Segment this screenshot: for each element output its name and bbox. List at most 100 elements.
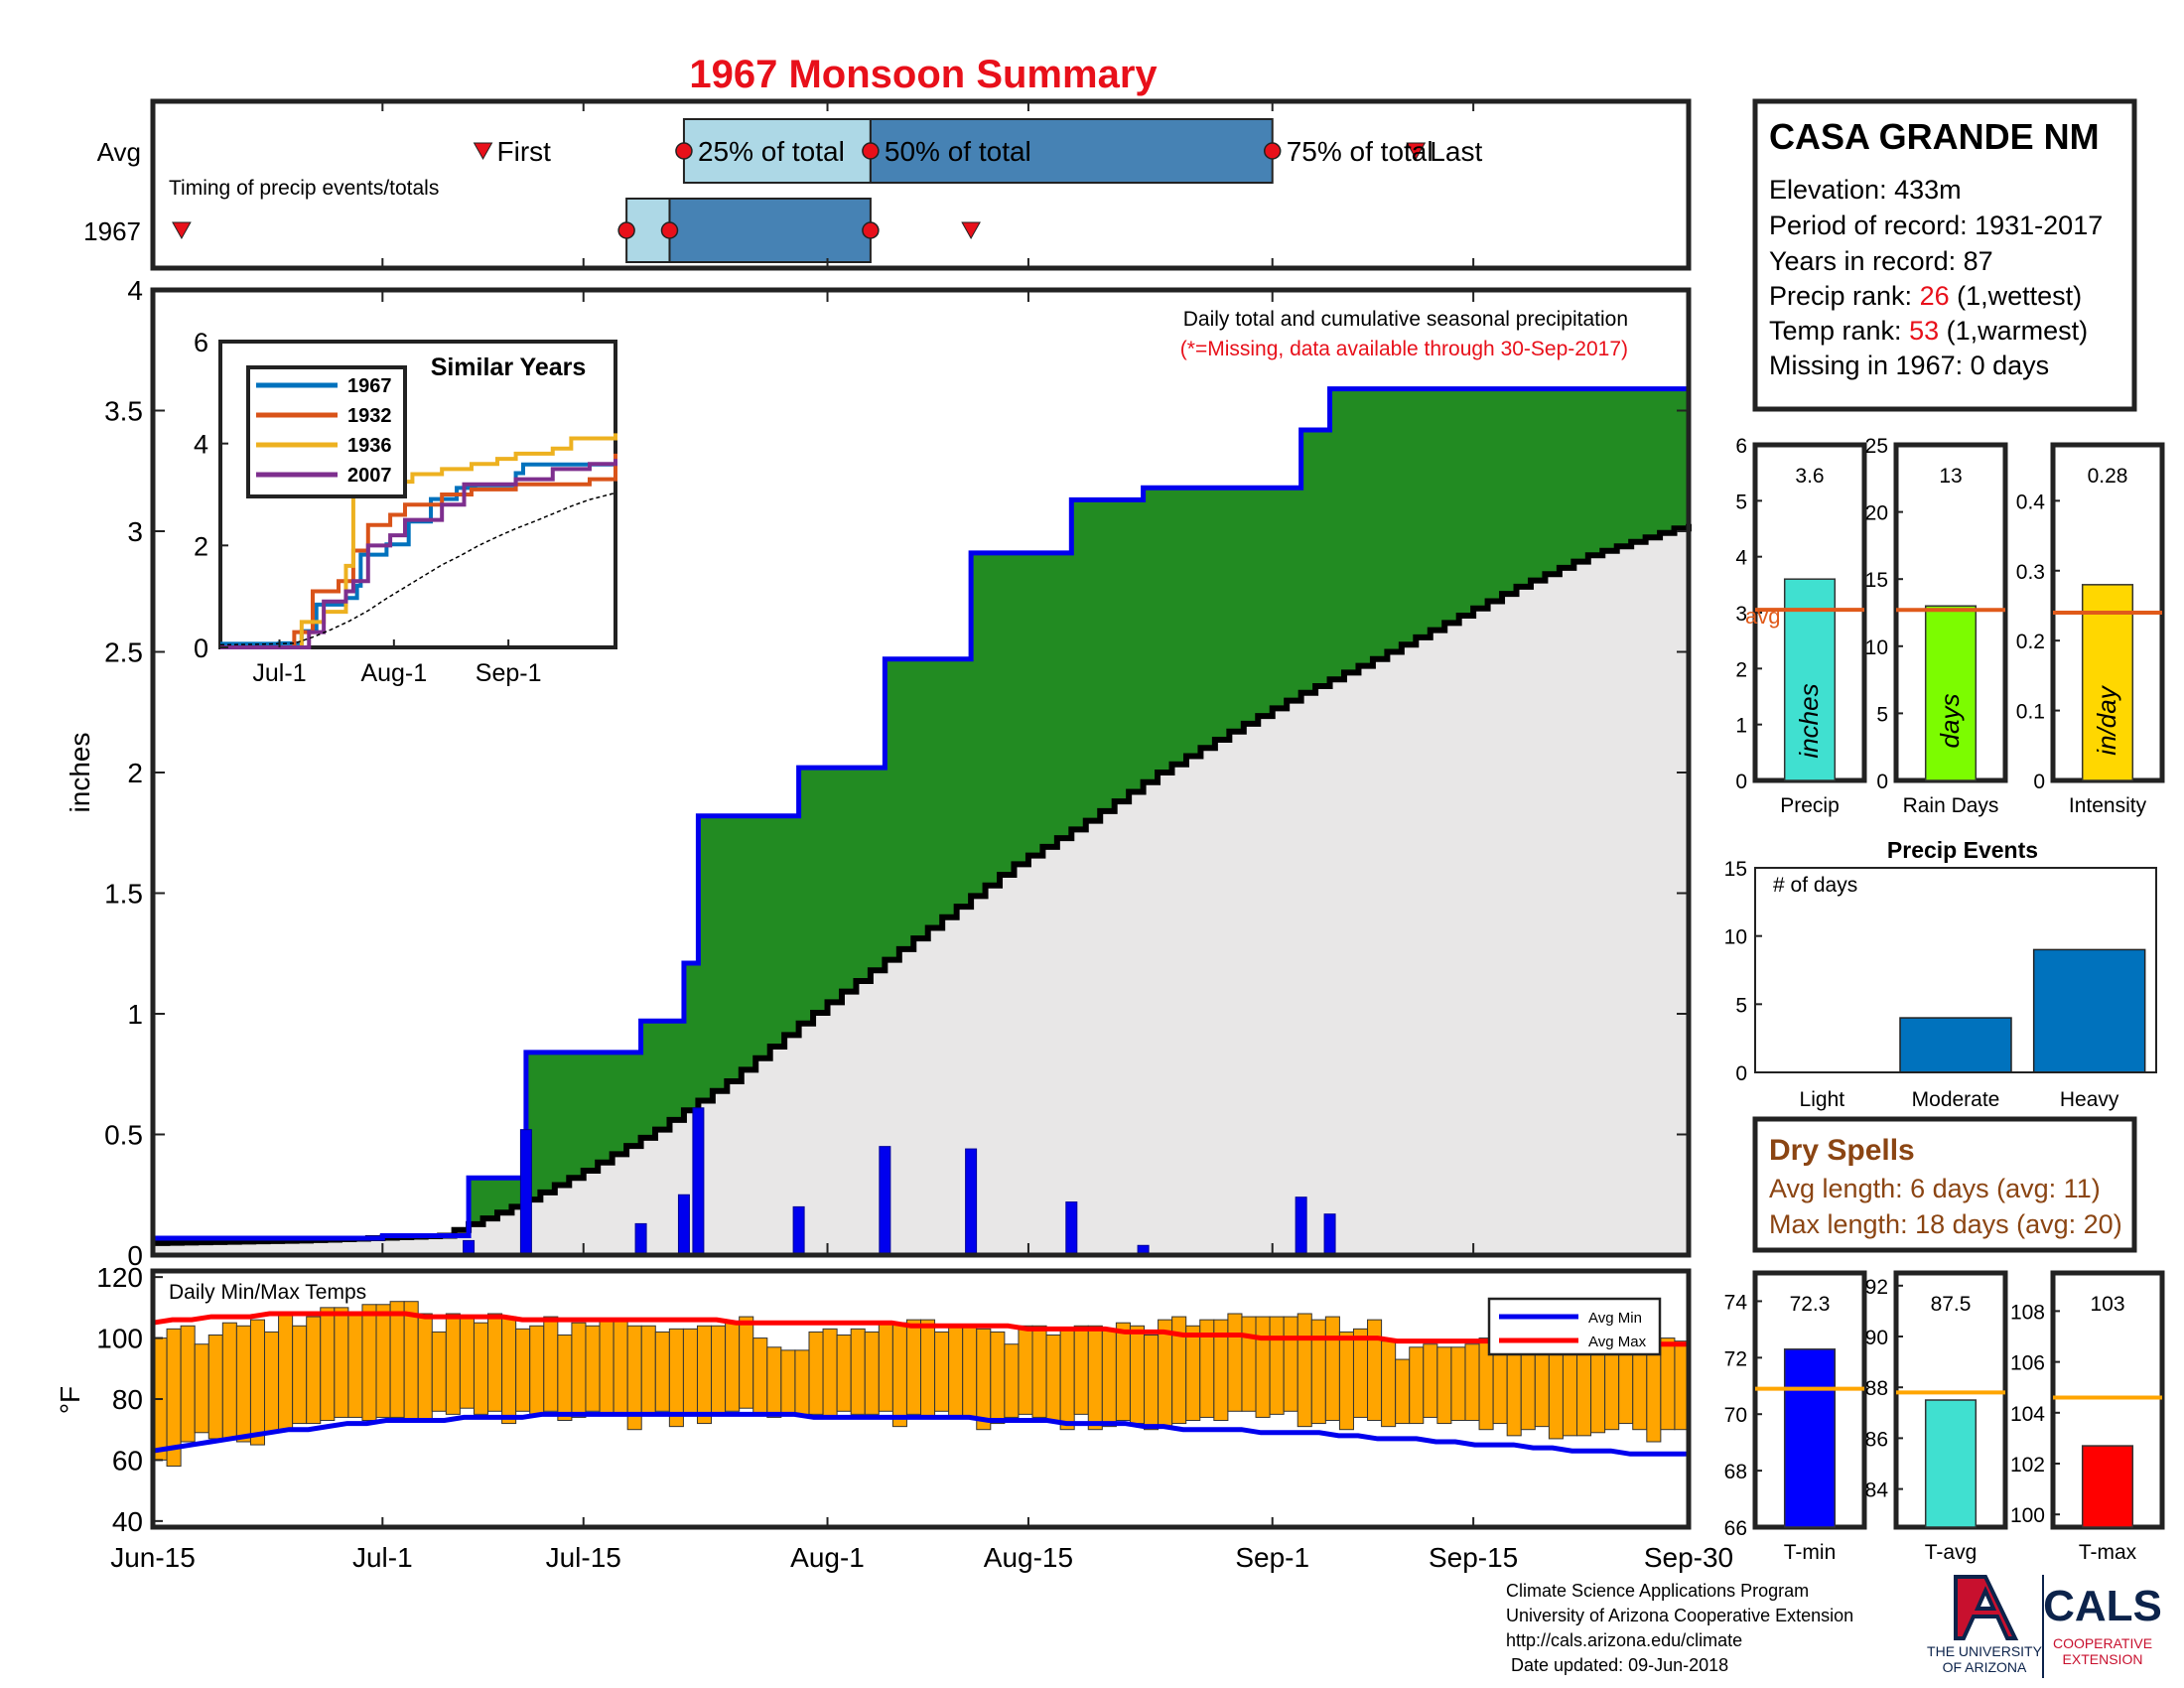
- daily-temp-bar: [515, 1328, 531, 1412]
- daily-temp-bar: [557, 1335, 573, 1421]
- station-temp-rank: Temp rank: 53 (1,warmest): [1769, 316, 2088, 346]
- summary-value-label: 87.5: [1931, 1293, 1972, 1316]
- summary-y-tick-label: 72: [1724, 1347, 1747, 1370]
- summary-y-tick-label: 90: [1865, 1327, 1888, 1349]
- daily-temp-bar: [1409, 1346, 1425, 1425]
- daily-temp-bar: [306, 1316, 322, 1425]
- precip-rank-label: Precip rank:: [1769, 281, 1920, 311]
- inset-series-line-1932: [220, 453, 617, 649]
- daily-temp-bar: [403, 1301, 419, 1421]
- daily-temp-bar: [822, 1328, 838, 1418]
- daily-temp-bar: [1381, 1340, 1397, 1428]
- x-tick-label: Jun-15: [110, 1542, 196, 1573]
- cumulative-precip-line: [153, 386, 1689, 1241]
- precip-rank-value: 26: [1920, 281, 1950, 311]
- daily-temp-bar: [1241, 1316, 1257, 1412]
- precip-event-y-tick-label: 10: [1724, 926, 1747, 949]
- summary-value-bar: [1783, 578, 1837, 781]
- x-tick-label: Aug-1: [790, 1542, 865, 1573]
- timing-row-label-year: 1967: [83, 216, 141, 246]
- daily-temp-bar: [934, 1331, 950, 1412]
- cals-sub-line-1: COOPERATIVE: [2053, 1635, 2152, 1651]
- daily-temp-bar: [292, 1325, 308, 1425]
- summary-value-bar: [1924, 605, 1978, 781]
- daily-temp-bar: [417, 1313, 433, 1421]
- daily-temp-bar: [585, 1325, 601, 1412]
- daily-temp-bar: [711, 1325, 727, 1415]
- footer-line-3: http://cals.arizona.edu/climate: [1506, 1630, 1742, 1650]
- inset-x-tick-label: Sep-1: [476, 659, 542, 687]
- summary-y-tick-label: 74: [1724, 1291, 1748, 1314]
- avg-p75-label: 75% of total: [1287, 136, 1433, 167]
- daily-temp-bar: [1185, 1325, 1201, 1422]
- summary-y-tick-label: 100: [2010, 1504, 2045, 1527]
- daily-temp-bar: [571, 1322, 587, 1418]
- avg-first-label: First: [497, 136, 552, 167]
- daily-temp-bar: [613, 1319, 628, 1415]
- x-tick-label: Jul-1: [352, 1542, 413, 1573]
- station-name: CASA GRANDE NM: [1769, 116, 2100, 157]
- main-y-tick-label: 3.5: [104, 396, 143, 427]
- university-of-arizona-logo: THE UNIVERSITY OF ARIZONA CALS COOPERATI…: [1927, 1575, 2162, 1678]
- inset-y-tick-label: 4: [194, 430, 208, 460]
- summary-y-tick-label: 88: [1865, 1377, 1888, 1400]
- avg-max-line: [152, 1311, 1689, 1347]
- daily-temp-bar: [1115, 1322, 1131, 1421]
- precip-events-panel: Precip Events Light Moderate Heavy 0 5 10 15 #…: [1724, 837, 2157, 1111]
- main-y-tick-label: 2.5: [104, 637, 143, 668]
- daily-temp-bar: [739, 1316, 754, 1409]
- daily-temp-bar: [1059, 1328, 1075, 1431]
- daily-temp-bar: [334, 1307, 349, 1418]
- cals-logo-text: CALS: [2043, 1582, 2162, 1630]
- summary-y-tick-label: 92: [1865, 1276, 1888, 1299]
- avg-p50-label: 50% of total: [885, 136, 1031, 167]
- daily-temp-bar: [501, 1316, 517, 1425]
- station-missing: Missing in 1967: 0 days: [1769, 351, 2049, 380]
- avg-p50-marker: [862, 142, 880, 160]
- summary-y-tick-label: 66: [1724, 1517, 1747, 1540]
- inset-x-tick-label: Aug-1: [360, 659, 427, 687]
- temp-y-tick-label: 60: [112, 1445, 143, 1476]
- year-box-50-75: [668, 198, 872, 263]
- summary-y-tick-label: 1: [1735, 715, 1747, 738]
- daily-temp-bar: [529, 1325, 545, 1415]
- above-average-fill: [153, 388, 1689, 1243]
- summary-value-bar: [1783, 1348, 1837, 1528]
- daily-temp-bar: [1310, 1319, 1326, 1425]
- summary-category-label: T-max: [2079, 1541, 2137, 1564]
- inset-avg-line: [219, 492, 616, 646]
- summary-y-tick-label: 0: [1876, 771, 1888, 793]
- daily-temp-bar: [1450, 1346, 1466, 1422]
- temp-rank-value: 53: [1909, 316, 1939, 346]
- summary-category-label: Intensity: [2069, 794, 2147, 817]
- precip-event-category-label: Moderate: [1912, 1088, 2000, 1111]
- daily-precip-bar: [519, 1129, 532, 1256]
- daily-temp-bar: [1129, 1325, 1146, 1425]
- summary-bar-panels: 3.6 0 1 2 3 4 5 6 Precip inches avg 13 0 5 10 15 20 25 Rai…: [1724, 435, 2165, 1564]
- summary-y-tick-label: 15: [1865, 569, 1888, 592]
- events-frame: [1754, 867, 2157, 1073]
- summary-value-label: 3.6: [1795, 465, 1824, 488]
- main-plot-frame: [150, 287, 1692, 1258]
- daily-temp-bar: [1144, 1335, 1160, 1431]
- daily-temp-bar: [752, 1337, 768, 1415]
- summary-y-tick-label: 68: [1724, 1461, 1747, 1483]
- daily-temp-bar: [1087, 1325, 1103, 1431]
- summary-y-tick-label: 106: [2010, 1352, 2045, 1375]
- precip-event-bar: [2032, 948, 2146, 1073]
- avg-first-marker: [473, 142, 493, 161]
- daily-temp-bar: [891, 1322, 907, 1428]
- avg-p75-marker: [1263, 142, 1282, 160]
- daily-temp-bar: [850, 1328, 866, 1415]
- daily-temp-bar: [1297, 1313, 1312, 1428]
- main-y-tick-label: 0.5: [104, 1120, 143, 1151]
- summary-unit-label: in/day: [2092, 684, 2121, 755]
- inset-y-tick-label: 6: [194, 328, 208, 357]
- station-years: Years in record: 87: [1769, 246, 1993, 276]
- summary-y-tick-label: 0.2: [2016, 631, 2045, 653]
- year-p25-marker: [617, 221, 635, 239]
- daily-temp-bar: [780, 1349, 796, 1415]
- temp-y-tick-label: 80: [112, 1384, 143, 1415]
- summary-value-label: 72.3: [1790, 1293, 1831, 1316]
